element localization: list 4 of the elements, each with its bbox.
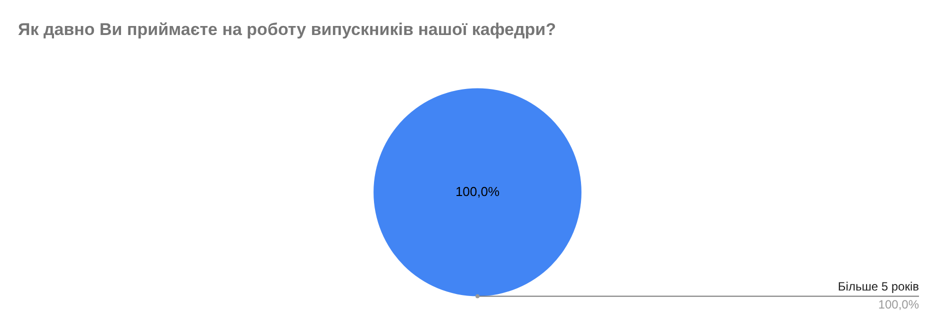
slice-label: Більше 5 років <box>838 280 919 294</box>
data-label: 100,0% <box>455 184 500 199</box>
chart-title: Як давно Ви приймаєте на роботу випускників нашої кафедри? <box>18 20 556 39</box>
text: 100,0% <box>878 298 919 312</box>
